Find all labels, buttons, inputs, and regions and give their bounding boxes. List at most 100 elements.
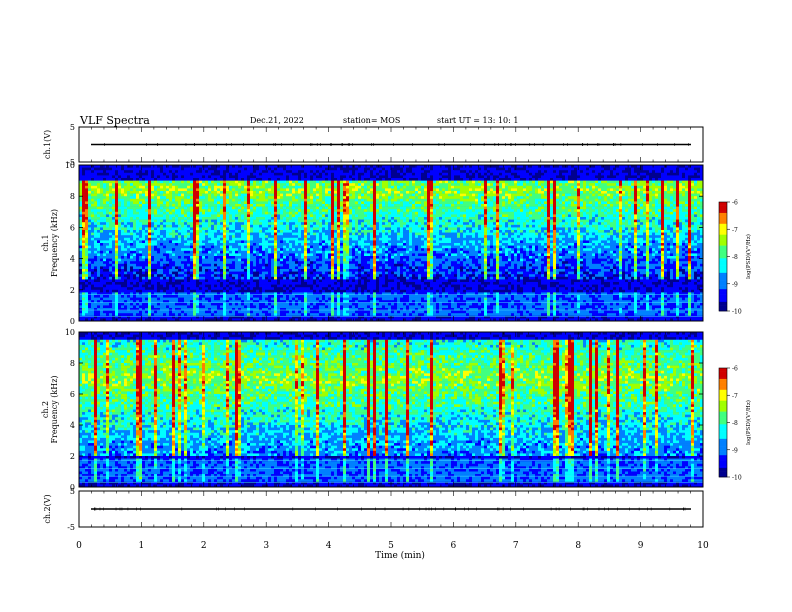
spectrogram-cell: [253, 253, 257, 257]
spectrogram-cell: [124, 279, 128, 283]
spectrogram-cell: [94, 318, 98, 322]
spectrogram-cell: [118, 240, 122, 244]
spectrogram-cell: [202, 313, 206, 317]
spectrogram-cell: [97, 302, 101, 306]
spectrogram-cell: [280, 170, 284, 174]
spectrogram-cell: [313, 167, 317, 171]
spectrogram-cell: [229, 180, 233, 184]
spectrogram-cell: [250, 295, 254, 298]
spectrogram-cell: [190, 198, 194, 202]
spectrogram-cell: [268, 243, 272, 246]
spectrogram-cell: [280, 276, 284, 280]
spectrogram-cell: [112, 214, 116, 218]
spectrogram-cell: [100, 201, 104, 205]
spectrogram-cell: [214, 235, 218, 239]
spectrogram-cell: [142, 253, 146, 257]
spectrogram-cell: [199, 266, 203, 270]
spectrogram-cell: [121, 318, 125, 322]
spectrogram-cell: [187, 201, 191, 205]
spectrogram-cell: [247, 201, 251, 205]
spectrogram-cell: [265, 201, 269, 205]
spectrogram-cell: [292, 271, 296, 275]
spectrogram-cell: [283, 302, 287, 306]
spectrogram-cell: [211, 315, 215, 319]
spectrogram-cell: [199, 253, 203, 257]
spectrogram-cell: [226, 302, 230, 306]
spectrogram-cell: [112, 256, 116, 259]
spectrogram-cell: [103, 276, 107, 280]
spectrogram-cell: [313, 235, 317, 239]
spectrogram-cell: [169, 193, 173, 197]
spectrogram-cell: [115, 253, 119, 257]
spectrogram-cell: [196, 167, 200, 171]
spectrogram-cell: [316, 256, 320, 259]
spectrogram-cell: [166, 237, 170, 241]
spectrogram-cell: [313, 219, 317, 223]
spectrogram-cell: [268, 276, 272, 280]
spectrogram-cell: [274, 308, 278, 311]
spectrogram-cell: [307, 217, 311, 220]
spectrogram-cell: [247, 167, 251, 171]
spectrogram-cell: [298, 287, 302, 291]
spectrogram-cell: [163, 172, 167, 176]
spectrogram-cell: [121, 172, 125, 176]
spectrogram-cell: [112, 245, 116, 249]
spectrogram-cell: [190, 261, 194, 265]
spectrogram-cell: [250, 196, 254, 200]
spectrogram-cell: [178, 253, 182, 257]
spectrogram-cell: [256, 204, 260, 207]
spectrogram-cell: [265, 222, 269, 226]
spectrogram-cell: [229, 305, 233, 309]
spectrogram-cell: [109, 206, 113, 210]
spectrogram-cell: [217, 305, 221, 309]
spectrogram-cell: [214, 227, 218, 231]
spectrogram-cell: [247, 185, 251, 189]
spectrogram-cell: [133, 292, 137, 296]
spectrogram-cell: [106, 222, 110, 226]
spectrogram-cell: [94, 305, 98, 309]
spectrogram-cell: [106, 289, 110, 293]
spectrogram-cell: [187, 302, 191, 306]
spectrogram-cell: [184, 232, 188, 236]
spectrogram-cell: [211, 250, 215, 254]
spectrogram-cell: [268, 269, 272, 272]
spectrogram-cell: [94, 240, 98, 244]
spectrogram-cell: [232, 308, 236, 311]
spectrogram-cell: [166, 282, 170, 285]
spectrogram-cell: [202, 310, 206, 314]
spectrogram-cell: [193, 248, 197, 252]
spectrogram-cell: [127, 178, 131, 181]
spectrogram-cell: [211, 300, 215, 304]
spectrogram-cell: [304, 292, 308, 296]
spectrogram-cell: [307, 172, 311, 176]
spectrogram-cell: [103, 313, 107, 317]
spectrogram-cell: [118, 305, 122, 309]
spectrogram-cell: [100, 175, 104, 179]
spectrogram-cell: [316, 209, 320, 213]
spectrogram-cell: [151, 263, 155, 267]
spectrogram-cell: [181, 191, 185, 194]
spectrogram-cell: [214, 201, 218, 205]
spectrogram-cell: [301, 287, 305, 291]
spectrogram-cell: [103, 263, 107, 267]
spectrogram-cell: [172, 261, 176, 265]
spectrogram-cell: [262, 292, 266, 296]
spectrogram-cell: [271, 172, 275, 176]
spectrogram-cell: [163, 240, 167, 244]
spectrogram-cell: [304, 214, 308, 218]
spectrogram-cell: [139, 318, 143, 322]
spectrogram-cell: [190, 308, 194, 311]
spectrogram-cell: [193, 211, 197, 215]
spectrogram-cell: [313, 310, 317, 314]
spectrogram-cell: [136, 185, 140, 189]
spectrogram-cell: [163, 271, 167, 275]
spectrogram-cell: [226, 313, 230, 317]
spectrogram-cell: [280, 219, 284, 223]
spectrogram-cell: [265, 263, 269, 267]
spectrogram-cell: [160, 214, 164, 218]
spectrogram-cell: [115, 183, 119, 187]
spectrogram-cell: [190, 243, 194, 246]
spectrogram-cell: [274, 274, 278, 278]
spectrogram-cell: [184, 206, 188, 210]
spectrogram-cell: [136, 232, 140, 236]
